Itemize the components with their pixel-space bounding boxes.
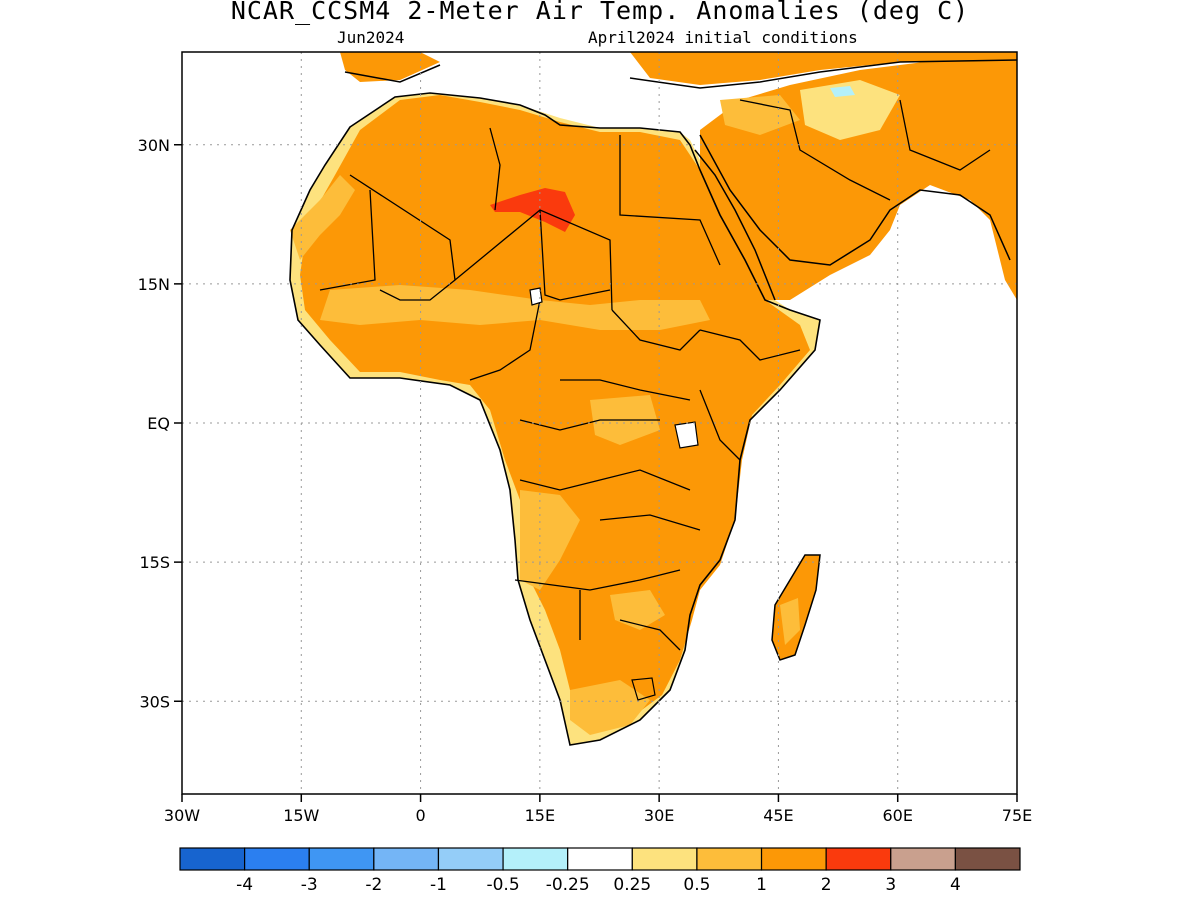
colorbar-swatch [567,847,633,871]
europe-land [340,52,440,82]
colorbar-label: -0.5 [486,875,519,895]
colorbar-swatch [890,847,956,871]
lat-tick-label: 15N [138,275,170,294]
lon-tick-label: 0 [415,806,425,825]
country-borders [319,99,991,651]
arabia-yellow-patch [800,80,900,140]
colorbar-label: 4 [950,875,961,895]
anomaly-0.5-1-patch-sahel [320,285,710,330]
colorbar-swatch [954,847,1021,871]
lat-tick-label: EQ [147,414,170,433]
colorbar-swatch [437,847,504,871]
colorbar-swatch [373,847,440,871]
lon-tick-label: 45E [763,806,793,825]
colorbar-label: -0.25 [546,875,590,895]
anomaly-0.5-1-patch-coast [290,175,355,260]
colorbar-swatch [179,847,246,871]
lat-tick-label: 15S [139,553,170,572]
map-content [289,52,1017,746]
anomaly-0.5-1-patch-southcape [570,680,650,735]
lake-chad [529,287,543,306]
colorbar-label: 1 [756,875,767,895]
lon-tick-label: 15E [525,806,555,825]
colorbar-label: 0.25 [613,875,651,895]
madagascar-yellow [780,598,800,645]
lon-tick-label: 75E [1002,806,1032,825]
colorbar-label: 2 [821,875,832,895]
axis-ticks: 30N 15N EQ 15S 30S 30W 15W 0 15E 30E 45E 60E 75E [138,136,1033,825]
anomaly-2-3-hotspot [490,188,575,232]
gridlines [182,52,1017,794]
colorbar-swatch [244,847,310,871]
colorbar-label: -1 [430,875,447,895]
map-title: NCAR_CCSM4 2-Meter Air Temp. Anomalies (… [230,0,970,25]
lat-tick-label: 30S [139,692,170,711]
lat-tick-label: 30N [138,136,170,155]
lon-tick-label: 30W [164,806,200,825]
lon-tick-label: 15W [283,806,319,825]
caspian-cold-patch [830,86,855,97]
lake-victoria [674,421,699,449]
colorbar-swatch [631,847,698,871]
colorbar-swatch [696,847,763,871]
anomaly-0.5-1-patch-botswana [610,590,665,630]
east-europe-land [630,52,1017,85]
colorbar-label: 3 [885,875,896,895]
red-sea-coastline [694,134,1011,301]
africa-coastline [289,92,821,746]
anomaly-0.5-1-patch-south [520,490,580,590]
colorbar-swatch [760,847,827,871]
arabia-light-patch [720,95,800,135]
colorbar-label: -4 [236,875,253,895]
lon-tick-label: 30E [644,806,674,825]
colorbar-label: 0.5 [683,875,710,895]
colorbar: -4 -3 -2 -1 -0.5 -0.25 0.25 0.5 1 2 3 4 [179,847,1021,895]
colorbar-label: -2 [365,875,382,895]
colorbar-label: -3 [301,875,318,895]
lesotho-outline [631,677,656,701]
mediterranean-coastline [344,59,1017,89]
colorbar-swatch [502,847,569,871]
valid-month-label: Jun2024 [337,28,405,47]
init-conditions-label: April2024 initial conditions [588,28,858,47]
colorbar-swatch [825,847,892,871]
lon-tick-label: 60E [882,806,912,825]
colorbar-swatch [308,847,375,871]
anomaly-1-2-region [300,95,810,725]
